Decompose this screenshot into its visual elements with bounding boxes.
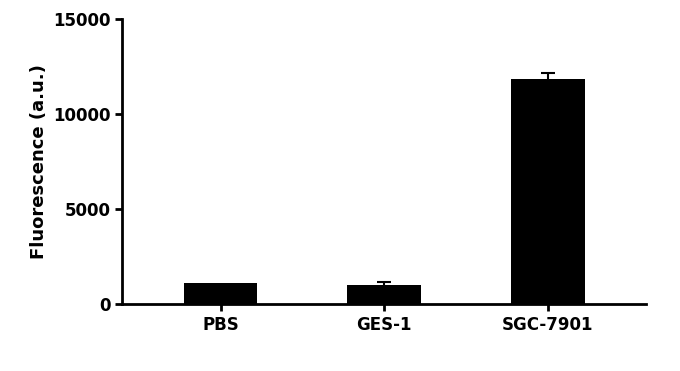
- Bar: [347, 285, 421, 304]
- Bar: [511, 79, 585, 304]
- Y-axis label: Fluorescence (a.u.): Fluorescence (a.u.): [29, 64, 48, 259]
- Bar: [184, 283, 258, 304]
